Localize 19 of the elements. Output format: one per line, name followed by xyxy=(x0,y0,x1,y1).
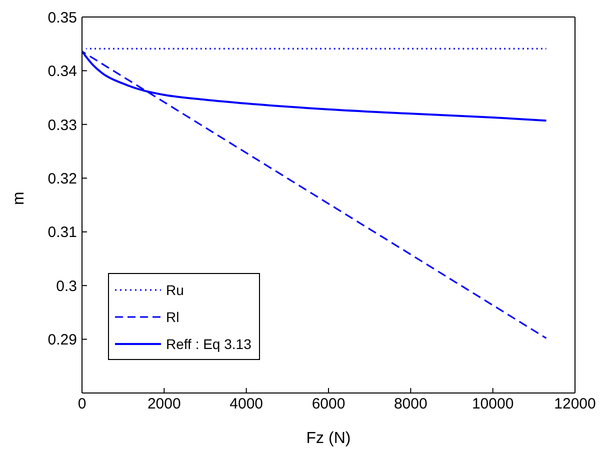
x-tick-label: 4000 xyxy=(230,396,264,413)
legend-label: Rl xyxy=(166,308,180,324)
y-tick-label: 0.3 xyxy=(56,278,77,295)
y-tick-label: 0.32 xyxy=(48,170,77,188)
x-tick-label: 8000 xyxy=(394,396,428,413)
x-tick-label: 10000 xyxy=(472,396,514,413)
legend-label: Reff : Eq 3.13 xyxy=(166,336,252,352)
x-tick-label: 6000 xyxy=(312,396,346,413)
y-axis-title: m xyxy=(10,192,28,205)
y-tick-label: 0.33 xyxy=(48,116,77,134)
x-tick-label: 2000 xyxy=(147,396,181,413)
legend-label: Ru xyxy=(166,282,184,298)
x-axis-title: Fz (N) xyxy=(306,430,351,447)
y-tick-label: 0.29 xyxy=(48,332,77,349)
y-tick-label: 0.35 xyxy=(48,9,77,26)
y-tick-label: 0.31 xyxy=(48,224,77,242)
y-tick-label: 0.34 xyxy=(48,63,77,80)
x-tick-label: 12000 xyxy=(554,396,596,413)
x-tick-label: 0 xyxy=(78,396,86,413)
